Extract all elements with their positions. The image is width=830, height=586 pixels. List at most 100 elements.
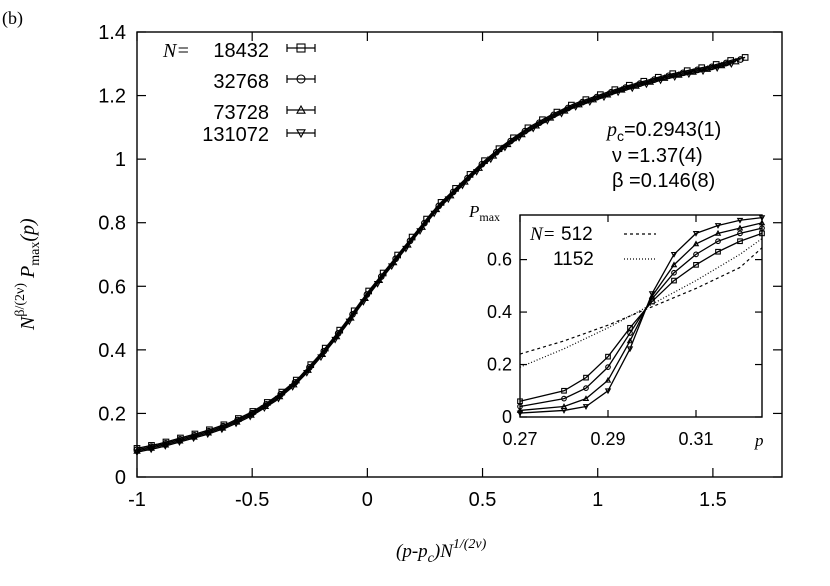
- main-x-label: (p-pc)N1/(2ν): [396, 537, 487, 566]
- inset-curves: [516, 215, 766, 417]
- series-point-32768: [737, 56, 744, 63]
- series-point-131072: [487, 156, 495, 164]
- inset-marked-point: [670, 251, 678, 258]
- series-point-131072: [444, 196, 453, 204]
- series-line-131072: [136, 63, 732, 453]
- series-point-73728: [133, 447, 141, 454]
- inset-x-label: p: [754, 431, 764, 450]
- inset-y-tick-label: 0.4: [487, 302, 512, 322]
- series-point-131072: [133, 449, 141, 457]
- series-point-131072: [713, 65, 721, 72]
- inset-marked-curve: [519, 216, 763, 414]
- main-y-tick-label: 0.4: [98, 340, 126, 362]
- series-point-131072: [274, 395, 283, 403]
- series-point-73728: [561, 106, 569, 114]
- series-point-131072: [501, 144, 509, 152]
- series-point-131072: [204, 431, 212, 439]
- series-point-131072: [416, 228, 424, 236]
- series-line-18432: [136, 56, 746, 450]
- series-point-73728: [176, 436, 184, 444]
- series-point-131072: [359, 299, 368, 306]
- series-point-73728: [532, 121, 541, 129]
- series-point-131072: [515, 134, 523, 142]
- inset-marked-point: [693, 261, 699, 268]
- series-point-131072: [557, 110, 566, 118]
- legend-marker-73728: [296, 104, 306, 114]
- inset-series-line-512: [519, 247, 763, 355]
- main-y-tick-label: 0.8: [98, 213, 126, 235]
- inset-marked-point: [715, 238, 721, 245]
- series-point-131072: [161, 443, 170, 450]
- inset-marked-point: [604, 376, 612, 383]
- series-point-131072: [218, 426, 226, 434]
- series-point-131072: [656, 77, 665, 85]
- series-point-131072: [670, 74, 679, 82]
- main-frame: [136, 31, 783, 478]
- series-point-73728: [717, 61, 726, 69]
- main-x-tick-label: 1: [592, 489, 603, 511]
- inset-marked-point: [692, 230, 700, 237]
- inset-marked-point: [561, 387, 567, 394]
- series-point-73728: [603, 90, 612, 98]
- inset-marked-point: [759, 230, 765, 237]
- main-y-tick-label: 0.2: [98, 403, 126, 425]
- main-y-ticks: 0 0.2 0.4 0.6 0.8 1 1.2 1.4: [98, 22, 782, 489]
- main-x-tick-label: 0: [362, 489, 373, 511]
- legend-marker-32768: [296, 74, 306, 84]
- inset-marked-point: [516, 410, 524, 417]
- nu-annotation: ν =1.37(4): [612, 145, 703, 167]
- inset-marked-point: [758, 219, 766, 226]
- inset-marked-point: [759, 225, 765, 231]
- inset-marked-point: [714, 223, 722, 229]
- series-point-131072: [472, 169, 481, 176]
- inset-marked-point: [693, 251, 699, 258]
- series-point-73728: [732, 57, 740, 65]
- inset-marked-point: [715, 248, 721, 255]
- series-point-131072: [331, 336, 339, 344]
- inset-marked-point: [626, 346, 634, 353]
- inset-marked-point: [670, 261, 678, 268]
- series-point-131072: [246, 413, 254, 421]
- inset-y-tick-label: 0: [502, 407, 512, 427]
- series-point-73728: [147, 444, 155, 451]
- legend-label-73728: 73728: [213, 102, 269, 124]
- series-point-131072: [317, 354, 325, 362]
- inset-y-ticks: 0 0.2 0.4 0.6: [487, 250, 762, 427]
- inset-y-label: Pmax: [468, 202, 500, 224]
- series-point-131072: [303, 370, 311, 377]
- series-point-131072: [345, 318, 353, 326]
- inset-marked-point: [692, 240, 700, 247]
- legend-marker-131072: [296, 129, 306, 139]
- legend-samples: [286, 43, 316, 139]
- main-plot-area: -1 -0.5 0 0.5 1 1.5 0 0.2 0.4 0.6 0.8 1 1.2 1.4: [98, 22, 783, 511]
- inset-y-tick-label: 0.6: [487, 250, 512, 270]
- inset-marked-point: [605, 364, 611, 371]
- inset-x-tick-label: 0.29: [590, 429, 625, 449]
- series-point-73728: [190, 432, 198, 440]
- main-x-ticks: -1 -0.5 0 0.5 1 1.5: [128, 32, 727, 511]
- series-point-131072: [288, 384, 297, 391]
- series-point-131072: [727, 61, 736, 69]
- inset-marked-point: [737, 238, 743, 245]
- main-x-tick-label: -0.5: [235, 489, 269, 511]
- inset-marked-point: [516, 407, 524, 413]
- panel-label: (b): [2, 8, 23, 29]
- series-point-131072: [458, 182, 467, 190]
- series-point-131072: [260, 405, 269, 413]
- series-point-131072: [628, 85, 637, 93]
- inset-plot: 0.27 0.29 0.31 0 0.2 0.4 0.6 Pmax p N= 512 11…: [468, 202, 766, 450]
- inset-x-ticks: 0.27 0.29 0.31: [502, 215, 714, 449]
- inset-marked-point: [604, 388, 612, 395]
- inset-marked-point: [582, 395, 590, 402]
- series-point-131072: [543, 118, 552, 125]
- inset-marked-point: [671, 277, 677, 284]
- inset-x-tick-label: 0.27: [502, 429, 537, 449]
- legend-prefix: N=: [162, 40, 190, 62]
- legend-label-131072: 131072: [202, 124, 269, 146]
- series-point-131072: [373, 280, 382, 288]
- series-line-73728: [136, 60, 737, 452]
- inset-marked-point: [737, 230, 743, 237]
- series-point-73728: [546, 113, 555, 121]
- inset-marked-point: [583, 374, 589, 381]
